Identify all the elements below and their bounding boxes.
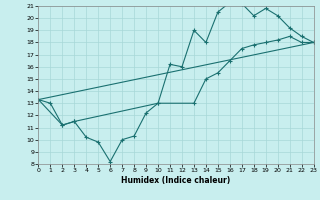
X-axis label: Humidex (Indice chaleur): Humidex (Indice chaleur)	[121, 176, 231, 185]
